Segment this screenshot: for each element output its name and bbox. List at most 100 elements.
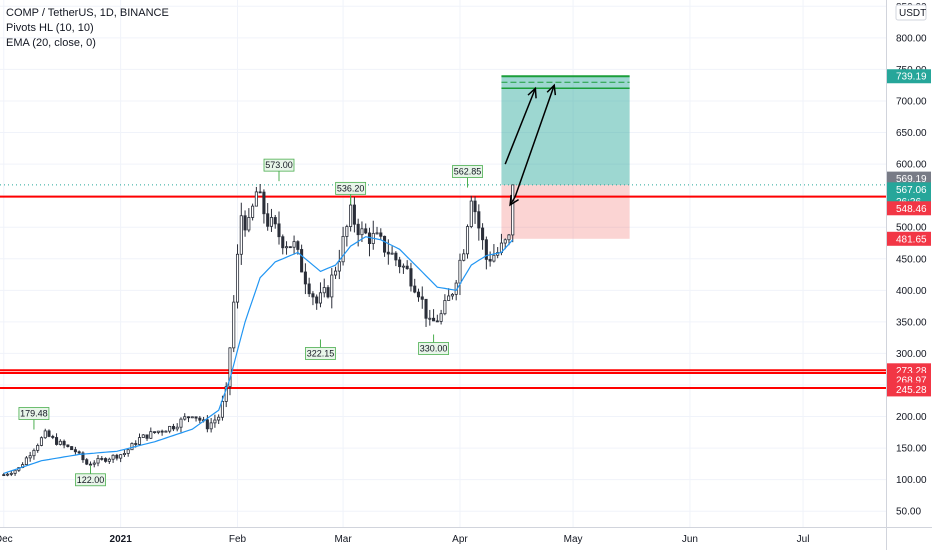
candle-body xyxy=(398,259,402,268)
price-tag xyxy=(887,171,931,186)
candle-body xyxy=(198,417,202,421)
candle-body xyxy=(360,228,364,236)
x-tick-label: Jul xyxy=(797,534,810,545)
candle-body xyxy=(481,227,485,241)
x-tick-label: Apr xyxy=(452,534,468,545)
candle-body xyxy=(383,235,387,253)
y-tick-label: 650.00 xyxy=(896,128,927,139)
pivot-box xyxy=(418,342,449,355)
y-tick-label: 350.00 xyxy=(896,317,927,328)
candle-body xyxy=(450,293,454,297)
candle-body xyxy=(337,261,341,272)
candle-body xyxy=(416,291,421,298)
candle-body xyxy=(179,418,183,428)
candle-body xyxy=(107,458,111,462)
candle-body xyxy=(205,419,209,430)
candle-body xyxy=(126,449,130,454)
candle-body xyxy=(364,228,368,234)
candle-body xyxy=(292,241,296,248)
candle-body xyxy=(153,431,157,434)
candle-body xyxy=(88,463,93,466)
candle-body xyxy=(254,191,258,207)
candle-body xyxy=(24,457,28,465)
price-tag-label: 245.28 xyxy=(896,385,927,396)
candle-body xyxy=(186,416,191,419)
y-tick-label: 100.00 xyxy=(896,475,927,486)
horizontal-levels xyxy=(0,184,886,389)
candle-body xyxy=(190,416,194,419)
candle-body xyxy=(330,274,334,298)
candle-body xyxy=(122,453,126,456)
price-tag xyxy=(887,69,931,84)
candle-body xyxy=(296,241,300,250)
candle-body xyxy=(469,200,473,227)
candle-body xyxy=(2,474,6,477)
y-tick-label: 800.00 xyxy=(896,33,927,44)
candle-body xyxy=(432,317,436,322)
price-tag xyxy=(887,382,931,397)
arrow-head xyxy=(527,86,537,99)
candle-body xyxy=(473,200,477,213)
candle-body xyxy=(300,249,304,273)
candle-body xyxy=(243,215,247,231)
candle-body xyxy=(6,473,10,476)
candle-body xyxy=(303,271,307,285)
candle-body xyxy=(424,298,428,319)
candle-body xyxy=(447,295,451,301)
pivot-box xyxy=(75,473,106,487)
candle-body xyxy=(175,426,179,430)
candle-body xyxy=(62,440,66,446)
candle-body xyxy=(111,454,115,460)
arrow-head xyxy=(546,83,557,96)
y-tick-label: 50.00 xyxy=(896,507,921,518)
candle-body xyxy=(439,313,443,322)
candle-body xyxy=(141,434,145,438)
price-axis[interactable]: 50.00100.00150.00200.00250.00300.00350.0… xyxy=(886,0,932,550)
candle-body xyxy=(413,285,417,293)
candle-body xyxy=(66,444,70,447)
candle-body xyxy=(228,347,232,388)
candle-body xyxy=(458,259,462,284)
candle-body xyxy=(43,430,47,439)
price-tag-label: 548.46 xyxy=(896,204,927,215)
pivot-label: 330.00 xyxy=(420,344,448,354)
candle-body xyxy=(507,234,511,241)
candle-body xyxy=(401,265,405,268)
candle-body xyxy=(160,430,164,433)
candle-body xyxy=(409,268,413,287)
price-tag xyxy=(887,231,931,246)
candle-body xyxy=(443,300,447,315)
candle-body xyxy=(70,446,74,451)
x-tick-label: May xyxy=(564,534,583,545)
candle-body xyxy=(130,443,134,451)
price-tag-label: 481.65 xyxy=(896,234,927,245)
candle-body xyxy=(311,293,315,298)
candle-body xyxy=(209,422,213,430)
pivot-labels: 179.48 122.00 573.00 322.15 536.20 330.00 562.… xyxy=(18,158,483,487)
candle-body xyxy=(285,246,289,249)
candle-body xyxy=(77,451,81,454)
candle-body xyxy=(262,191,266,215)
candle-body xyxy=(171,425,175,430)
pivot-box xyxy=(335,181,367,195)
candle-body xyxy=(39,437,44,446)
position-zones xyxy=(501,75,630,239)
candle-body xyxy=(435,320,439,323)
time-axis[interactable]: Dec 2021 Feb Mar Apr May Jun Jul xyxy=(0,527,932,546)
candle-body xyxy=(96,458,100,464)
currency-box xyxy=(895,4,927,21)
candle-body xyxy=(420,296,424,300)
candle-body xyxy=(477,211,481,229)
candle-body xyxy=(465,226,470,255)
candle-body xyxy=(492,254,496,262)
arrow-line xyxy=(504,88,537,165)
candle-body xyxy=(367,232,372,244)
pivot-box xyxy=(452,165,483,178)
pivot-label: 179.48 xyxy=(20,409,48,419)
y-tick-label: 450.00 xyxy=(896,254,927,265)
candle-body xyxy=(375,232,379,235)
legend-ema: EMA (20, close, 0) xyxy=(6,37,96,49)
candle-body xyxy=(115,454,119,459)
candles xyxy=(2,183,515,477)
